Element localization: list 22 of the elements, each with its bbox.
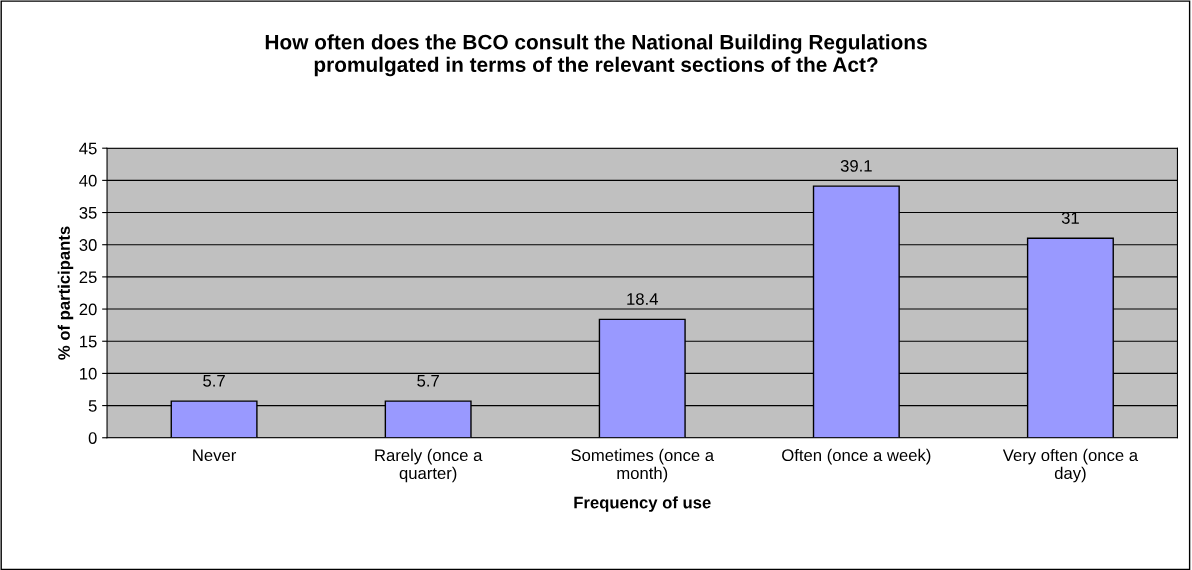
- data-label: 39.1: [840, 159, 872, 172]
- y-tick-label: 5: [88, 400, 97, 412]
- y-tick-label: 0: [88, 432, 97, 444]
- data-label: 5.7: [203, 375, 225, 387]
- x-tick-label: Rarely (once a quarter): [375, 448, 483, 483]
- x-tick-label: Never: [193, 449, 237, 462]
- y-tick-label: 40: [79, 174, 97, 187]
- x-tick-label: Sometimes (once a month): [571, 448, 715, 483]
- y-tick-label: 10: [80, 367, 97, 380]
- x-tick-label: Very often (once a day): [1002, 448, 1139, 483]
- y-axis-title: % of participants: [57, 226, 74, 360]
- y-tick-label: 20: [79, 303, 97, 316]
- data-label: 5.7: [417, 375, 439, 387]
- y-tick-label: 25: [79, 271, 97, 284]
- chart-title: How often does the BCO consult the National Building Regulations promulgated in terms of the relevant sections of the Act?: [265, 34, 927, 77]
- data-label: 18.4: [627, 293, 658, 305]
- x-tick-label: Often (once a week): [782, 448, 931, 465]
- y-tick-label: 45: [79, 142, 97, 155]
- y-tick-label: 35: [79, 206, 97, 219]
- y-tick-label: 30: [79, 239, 97, 251]
- x-axis-title: Frequency of use: [574, 496, 711, 512]
- y-tick-label: 15: [80, 335, 97, 348]
